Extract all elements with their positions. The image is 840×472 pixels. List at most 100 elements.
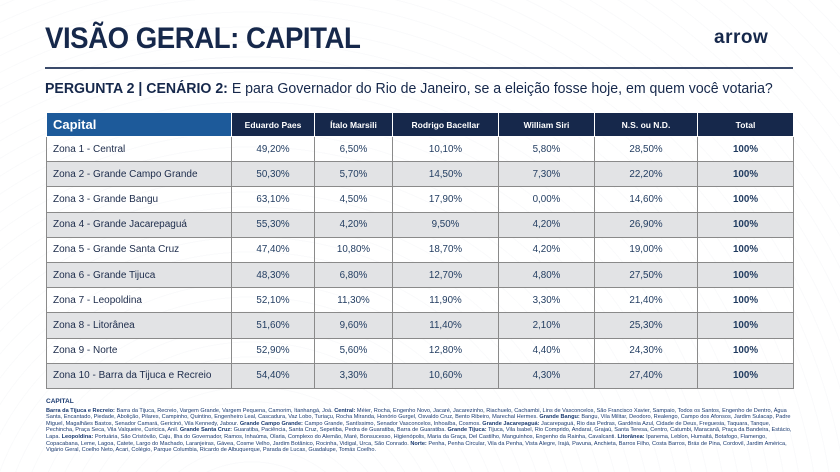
value-cell: 11,40% — [392, 312, 499, 339]
value-cell: 4,40% — [498, 337, 595, 364]
value-cell: 100% — [697, 337, 794, 364]
value-cell: 100% — [697, 211, 794, 238]
table-row: Zona 2 - Grande Campo Grande 50,30% 5,70% 1… — [46, 161, 794, 188]
region-neighborhoods: Portuária, São Cristóvão, Caju, Ilha do … — [93, 433, 618, 440]
value-cell: 3,30% — [498, 287, 595, 314]
region-neighborhoods: Guaratiba, Paciência, Santa Cruz, Sepeti… — [232, 427, 448, 434]
table-row: Zona 4 - Grande Jacarepaguá 55,30% 4,20% 9,… — [46, 211, 794, 238]
region-neighborhoods: Bangu, Vila Militar, Deodoro, Realengo, … — [46, 414, 791, 427]
column-header: Eduardo Paes — [231, 112, 315, 137]
value-cell: 100% — [697, 362, 794, 389]
region-neighborhoods: Tijuca, Vila Isabel, Rio Comprido, Andar… — [46, 427, 792, 440]
zone-cell: Zona 9 - Norte — [46, 337, 232, 364]
table-row: Zona 8 - Litorânea 51,60% 9,60% 11,40% 2,10%… — [46, 312, 794, 339]
zone-cell: Zona 4 - Grande Jacarepaguá — [46, 211, 232, 238]
question-label: PERGUNTA 2 | CENÁRIO 2: — [45, 80, 228, 97]
value-cell: 10,60% — [392, 362, 499, 389]
table-row: Zona 5 - Grande Santa Cruz 47,40% 10,80% 18… — [46, 236, 794, 263]
value-cell: 50,30% — [231, 161, 315, 188]
page-title: VISÃO GERAL: CAPITAL — [45, 22, 361, 55]
zone-cell: Zona 7 - Leopoldina — [46, 287, 232, 314]
region-label: Central: — [334, 407, 356, 414]
region-label: Grande Jacarepaguá: — [482, 420, 540, 427]
value-cell: 52,10% — [231, 287, 315, 314]
value-cell: 48,30% — [231, 261, 315, 289]
value-cell: 4,30% — [498, 362, 595, 389]
question-heading: PERGUNTA 2 | CENÁRIO 2: E para Governado… — [45, 80, 773, 97]
value-cell: 10,10% — [392, 135, 499, 163]
zone-cell: Zona 5 - Grande Santa Cruz — [46, 236, 232, 263]
region-label: Grande Santa Cruz: — [179, 427, 233, 434]
footnote: CAPITAL Barra da Tijuca e Recreio: Barra… — [46, 398, 796, 454]
value-cell: 7,30% — [498, 161, 595, 188]
column-header: Total — [697, 112, 794, 137]
table-row: Zona 9 - Norte 52,90% 5,60% 12,80% 4,40% 24,3… — [46, 337, 794, 364]
value-cell: 5,80% — [498, 135, 595, 163]
region-neighborhoods: Barra da Tijuca, Recreio, Vargem Grande,… — [114, 407, 335, 414]
column-header: William Siri — [498, 112, 595, 137]
value-cell: 4,80% — [498, 261, 595, 289]
region-label: Leopoldina: — [61, 433, 94, 440]
value-cell: 26,90% — [594, 211, 698, 238]
value-cell: 12,70% — [392, 261, 499, 289]
divider — [45, 67, 793, 69]
footnote-body: Barra da Tijuca e Recreio: Barra da Tiju… — [46, 408, 796, 454]
value-cell: 18,70% — [392, 236, 499, 263]
table-row: Zona 3 - Grande Bangu 63,10% 4,50% 17,90% 0,… — [46, 186, 794, 213]
value-cell: 5,60% — [314, 337, 393, 364]
region-neighborhoods: Méier, Rocha, Engenho Novo, Jacaré, Jaca… — [46, 407, 787, 421]
value-cell: 24,30% — [594, 337, 698, 364]
value-cell: 100% — [697, 287, 794, 314]
value-cell: 6,80% — [314, 261, 393, 289]
value-cell: 100% — [697, 261, 794, 289]
value-cell: 55,30% — [231, 211, 315, 238]
value-cell: 19,00% — [594, 236, 698, 263]
value-cell: 49,20% — [231, 135, 315, 163]
zone-cell: Zona 3 - Grande Bangu — [46, 186, 232, 213]
column-header: Capital — [46, 112, 232, 137]
value-cell: 5,70% — [314, 161, 393, 188]
value-cell: 10,80% — [314, 236, 393, 263]
table-row: Zona 1 - Central 49,20% 6,50% 10,10% 5,80% 28… — [46, 135, 794, 163]
region-label: Litorânea: — [617, 433, 645, 440]
value-cell: 17,90% — [392, 186, 499, 213]
region-label: Norte: — [410, 440, 427, 447]
column-header: N.S. ou N.D. — [594, 112, 698, 137]
value-cell: 9,50% — [392, 211, 499, 238]
table-row: Zona 7 - Leopoldina 52,10% 11,30% 11,90% 3,3… — [46, 287, 794, 314]
value-cell: 22,20% — [594, 161, 698, 188]
question-text: E para Governador do Rio de Janeiro, se … — [227, 80, 773, 97]
value-cell: 27,40% — [594, 362, 698, 389]
arrow-logo: arrow — [714, 27, 769, 48]
column-header: Rodrigo Bacellar — [392, 112, 499, 137]
value-cell: 6,50% — [314, 135, 393, 163]
value-cell: 54,40% — [231, 362, 315, 389]
value-cell: 100% — [697, 135, 794, 163]
value-cell: 4,20% — [498, 211, 595, 238]
value-cell: 25,30% — [594, 312, 698, 339]
zone-cell: Zona 10 - Barra da Tijuca e Recreio — [46, 362, 232, 389]
value-cell: 100% — [697, 312, 794, 339]
value-cell: 28,50% — [594, 135, 698, 163]
table-row: Zona 6 - Grande Tijuca 48,30% 6,80% 12,70% 4… — [46, 261, 794, 289]
value-cell: 4,50% — [314, 186, 393, 213]
table-header-row: Capital Eduardo Paes Ítalo Marsili Rodrigo … — [46, 112, 794, 137]
region-label: Barra da Tijuca e Recreio: — [46, 407, 115, 414]
value-cell: 27,50% — [594, 261, 698, 289]
value-cell: 2,10% — [498, 312, 595, 339]
value-cell: 51,60% — [231, 312, 315, 339]
value-cell: 63,10% — [231, 186, 315, 213]
zone-cell: Zona 6 - Grande Tijuca — [46, 261, 232, 289]
value-cell: 21,40% — [594, 287, 698, 314]
region-neighborhoods: Jacarepaguá, Rio das Pedras, Gardênia Az… — [46, 420, 771, 434]
zone-cell: Zona 2 - Grande Campo Grande — [46, 161, 232, 188]
region-label: Grande Campo Grande: — [239, 420, 303, 427]
region-label: Grande Bangu: — [539, 414, 580, 421]
value-cell: 9,60% — [314, 312, 393, 339]
value-cell: 14,50% — [392, 161, 499, 188]
value-cell: 100% — [697, 236, 794, 263]
table-row: Zona 10 - Barra da Tijuca e Recreio 54,40… — [46, 362, 794, 389]
value-cell: 52,90% — [231, 337, 315, 364]
value-cell: 100% — [697, 161, 794, 188]
value-cell: 12,80% — [392, 337, 499, 364]
